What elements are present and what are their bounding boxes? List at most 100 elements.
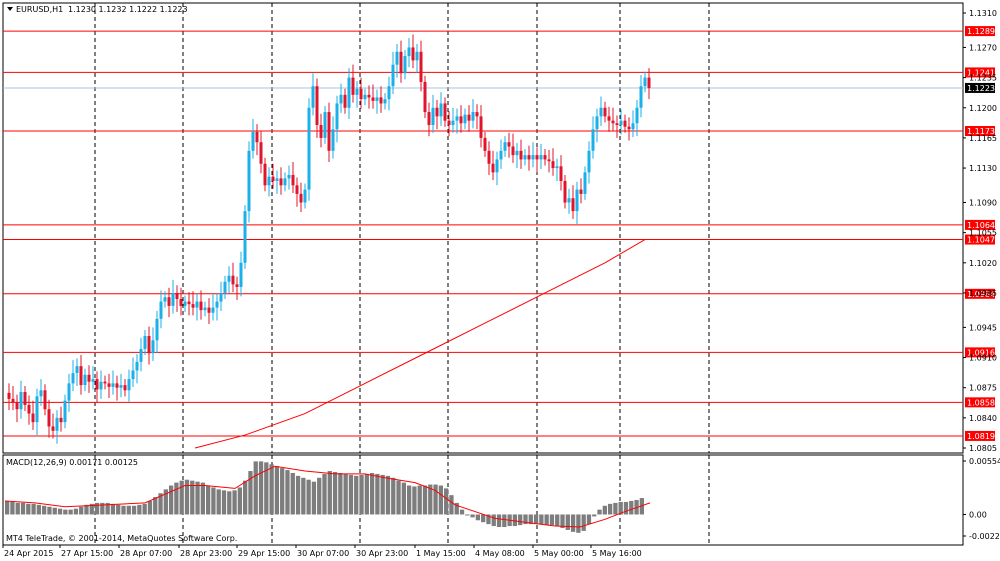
macd-bar	[459, 509, 465, 515]
candle-body	[531, 155, 535, 160]
candle-body	[139, 348, 143, 362]
price-tick-label: 1.0840	[969, 414, 997, 423]
level-tag	[965, 288, 995, 299]
macd-bar	[258, 461, 264, 515]
candle-body	[175, 292, 179, 299]
candle-body	[131, 370, 135, 380]
macd-bar	[31, 503, 36, 515]
candles	[7, 34, 651, 444]
candle-body	[479, 116, 483, 138]
copyright-label: MT4 TeleTrade, © 2001-2014, MetaQuotes S…	[6, 534, 237, 543]
candle-body	[71, 373, 75, 384]
candle-body	[251, 131, 255, 151]
macd-bar	[121, 505, 126, 515]
macd-bar	[195, 481, 200, 515]
candle-body	[255, 131, 259, 143]
candle-body	[583, 172, 587, 194]
candle-body	[323, 112, 327, 138]
candle-body	[87, 374, 91, 382]
candle-body	[243, 211, 247, 263]
macd-bar	[15, 502, 20, 515]
candle-body	[503, 142, 507, 151]
macd-bar	[253, 461, 258, 515]
time-tick-label: 27 Apr 15:00	[61, 549, 113, 558]
current-price-tag-label: 1.1223	[967, 84, 995, 93]
time-tick-label: 5 May 00:00	[534, 549, 584, 558]
level-tag-label: 1.0819	[967, 432, 995, 441]
candle-body	[59, 417, 63, 423]
macd-bar	[26, 503, 31, 515]
price-tick-label: 1.0910	[969, 354, 997, 363]
price-tick-label: 1.0805	[969, 444, 997, 453]
macd-axis: 0.00554 0.00 -0.00223	[963, 457, 1000, 541]
candle-body	[195, 301, 199, 308]
level-tag-label: 1.1047	[967, 236, 995, 245]
macd-bar	[317, 477, 322, 515]
candle-body	[107, 383, 111, 387]
macd-bar	[481, 514, 486, 523]
candle-body	[127, 379, 131, 391]
candle-body	[331, 129, 335, 151]
candle-body	[311, 86, 315, 108]
candle-body	[515, 150, 519, 156]
price-pane[interactable]: 1.12891.12411.11731.10641.10471.09841.09…	[2, 2, 995, 454]
macd-tick-label: -0.00223	[969, 532, 1000, 541]
candle-body	[83, 374, 87, 386]
level-tag-label: 1.1064	[967, 221, 995, 230]
candle-body	[643, 77, 647, 87]
candle-body	[371, 97, 375, 101]
macd-bar	[417, 485, 422, 515]
candle-body	[279, 178, 283, 186]
candle-body	[155, 318, 159, 341]
price-tick-label: 1.1310	[969, 9, 997, 18]
candle-body	[555, 166, 559, 169]
macd-bar	[369, 472, 375, 515]
candle-body	[295, 185, 299, 194]
macd-bar	[433, 484, 438, 515]
macd-bar	[42, 505, 47, 515]
candle-body	[563, 180, 567, 203]
candle-body	[411, 47, 415, 61]
candle-body	[79, 366, 83, 386]
macd-bar	[311, 481, 317, 515]
candle-body	[307, 107, 311, 190]
candle-body	[483, 137, 487, 151]
symbol-label: EURUSD,H1	[16, 5, 63, 14]
macd-bar	[428, 484, 433, 515]
candle-body	[19, 392, 23, 410]
macd-bar	[269, 464, 274, 515]
candle-body	[419, 51, 423, 82]
dropdown-triangle-icon[interactable]	[7, 7, 13, 11]
macd-pane[interactable]: MACD(12,26,9) 0.00171 0.00125 MT4 TeleTr…	[2, 454, 964, 546]
macd-bar	[343, 473, 348, 515]
ohlc-label: 1.1230 1.1232 1.1222 1.1223	[68, 5, 188, 14]
candle-body	[203, 307, 207, 311]
candle-body	[607, 116, 611, 121]
macd-bar	[533, 514, 539, 525]
macd-pane-frame	[2, 454, 964, 546]
candle-body	[359, 88, 363, 100]
candle-body	[587, 150, 591, 173]
candle-body	[183, 301, 187, 306]
macd-tick-label: 0.00	[969, 510, 987, 519]
macd-bar	[10, 501, 15, 515]
macd-bar	[47, 506, 52, 515]
macd-bar	[158, 493, 163, 515]
macd-bar	[237, 487, 243, 515]
time-tick-label: 30 Apr 07:00	[297, 549, 349, 558]
level-tag-label: 1.1173	[967, 127, 995, 136]
candle-body	[523, 155, 527, 160]
horizontal-levels[interactable]: 1.12891.12411.11731.10641.10471.09841.09…	[3, 26, 995, 441]
candle-body	[347, 77, 351, 108]
candle-body	[631, 123, 635, 130]
macd-bar	[475, 514, 481, 521]
candle-body	[123, 385, 127, 391]
candle-body	[191, 304, 195, 308]
candle-body	[99, 381, 103, 390]
macd-bar	[560, 514, 565, 528]
macd-histogram	[5, 461, 644, 533]
candle-body	[343, 94, 347, 108]
candle-body	[475, 112, 479, 117]
macd-bar	[576, 514, 581, 533]
